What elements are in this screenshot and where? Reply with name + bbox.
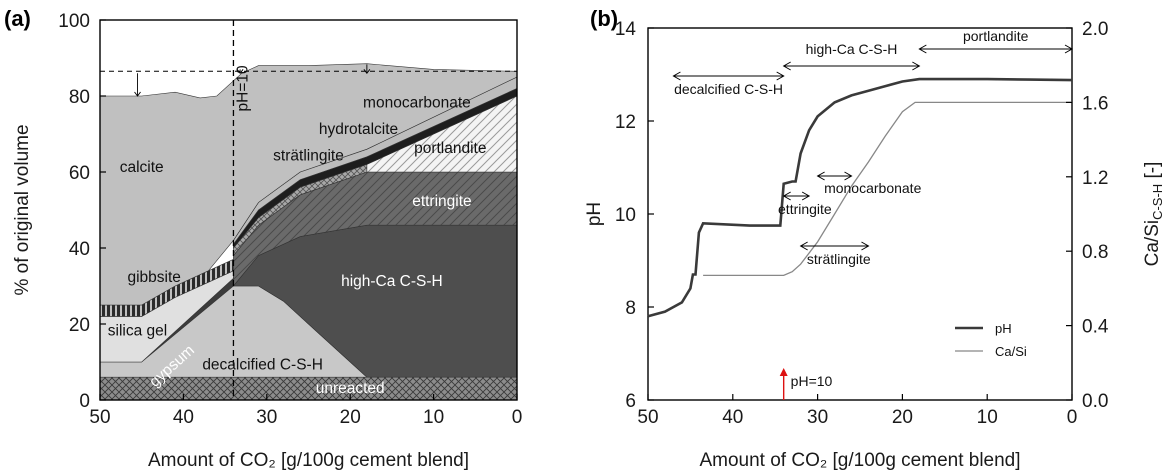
y-tick-label: 0 (79, 391, 90, 412)
area-label-calcite: calcite (120, 159, 164, 176)
y-tick-label: 6 (625, 391, 636, 412)
x-tick-label: 10 (977, 407, 998, 428)
annotation-ettringite-label: ettringite (778, 201, 832, 217)
x-tick-label: 30 (256, 407, 277, 428)
panel-a-overlays (100, 20, 517, 400)
panel-b-series-lines (647, 77, 1073, 318)
x-tick-label: 40 (722, 407, 743, 428)
y2-tick-label: 2.0 (1082, 19, 1108, 40)
y-tick-label: 80 (69, 87, 90, 108)
y-tick-label: 100 (58, 11, 90, 32)
x-tick-label: 50 (89, 407, 110, 428)
area-label-str-tlingite: strätlingite (273, 148, 344, 165)
area-label-silica-gel: silica gel (108, 322, 167, 339)
annotation-monocarbonate-arrowhead-left (816, 171, 825, 181)
panel-a-area-layers (99, 63, 518, 401)
y2-tick-label: 1.6 (1082, 93, 1108, 114)
series-line-ca-si (703, 101, 1072, 277)
y-tick-label: 14 (615, 19, 637, 40)
legend-label-ca-si: Ca/Si (995, 344, 1027, 359)
annotation-monocarbonate-arrowhead-right (844, 171, 853, 181)
panel-b-y2-label-main: Ca/Si (1142, 220, 1163, 266)
x-tick-label: 30 (807, 407, 828, 428)
annotation-portlandite-label: portlandite (963, 28, 1029, 44)
annotation-high-ca-c-s-h-arrowhead-right (912, 61, 921, 71)
legend-label-ph: pH (995, 321, 1012, 336)
area-label-portlandite: portlandite (414, 140, 486, 157)
x-tick-label: 0 (1067, 407, 1078, 428)
y-tick-label: 60 (69, 163, 90, 184)
y2-tick-label: 0.8 (1082, 242, 1108, 263)
area-label-gibbsite: gibbsite (127, 269, 180, 286)
panel-b-y2-ticks: 0.0 0.4 0.8 1.2 1.6 2.0 (1066, 19, 1109, 412)
annotation-decalcified-c-s-h-arrowhead-left (672, 71, 681, 81)
ph10-marker-arrowhead (779, 368, 788, 376)
x-tick-label: 20 (892, 407, 913, 428)
annotation-str-tlingite-label: strätlingite (807, 251, 871, 267)
shrinkage-arrowhead (363, 69, 371, 75)
x-tick-label: 40 (173, 407, 194, 428)
panel-b-legend: pH Ca/Si (955, 321, 1027, 359)
layer-calcite (99, 63, 518, 306)
y-tick-label: 20 (69, 315, 90, 336)
y-tick-label: 10 (615, 205, 636, 226)
area-label-hydrotalcite: hydrotalcite (319, 121, 398, 138)
annotation-monocarbonate-label: monocarbonate (824, 180, 922, 196)
annotation-portlandite-arrowhead-left (918, 44, 927, 54)
panel-b-chart: decalcified C-S-H high-Ca C-S-H portlandit… (584, 6, 1165, 471)
x-tick-label: 20 (340, 407, 361, 428)
panel-b-annotations: decalcified C-S-H high-Ca C-S-H portlandit… (672, 28, 1074, 400)
y2-tick-label: 1.2 (1082, 168, 1108, 189)
panel-b-x-axis-label: Amount of CO₂ [g/100g cement blend] (699, 450, 1020, 471)
ph10-line-label: pH=10 (234, 65, 251, 111)
panel-b-x-ticks: 50 40 30 20 10 0 (637, 394, 1077, 428)
y2-tick-label: 0.4 (1082, 317, 1109, 338)
panel-b-y2-label-subscript: C-S-H (1150, 184, 1165, 220)
y-tick-label: 40 (69, 239, 90, 260)
panel-a-y-ticks: 0 20 40 60 80 100 (58, 11, 106, 412)
annotation-ettringite-arrowhead-right (801, 191, 811, 201)
panel-a-y-axis-label: % of original volume (12, 124, 33, 295)
panel-b-label: (b) (590, 6, 618, 31)
y2-tick-label: 0.0 (1082, 391, 1108, 412)
annotation-high-ca-c-s-h-arrowhead-left (782, 61, 791, 71)
area-label-decalcified-c-s-h: decalcified C-S-H (202, 357, 323, 374)
area-label-high-ca-c-s-h: high-Ca C-S-H (341, 273, 443, 290)
annotation-high-ca-c-s-h-label: high-Ca C-S-H (806, 41, 898, 57)
annotation-portlandite-arrowhead-right (1064, 44, 1074, 54)
ph10-marker-label: pH=10 (791, 373, 833, 389)
y-tick-label: 12 (615, 112, 636, 133)
annotation-decalcified-c-s-h-label: decalcified C-S-H (674, 81, 783, 97)
y-tick-label: 8 (625, 298, 636, 319)
x-tick-label: 0 (512, 407, 523, 428)
annotation-decalcified-c-s-h-arrowhead-right (776, 71, 785, 81)
annotation-str-tlingite-arrowhead-left (799, 241, 808, 251)
x-tick-label: 10 (423, 407, 444, 428)
area-label-monocarbonate: monocarbonate (363, 94, 471, 111)
panel-a-label: (a) (4, 6, 31, 31)
panel-a-plot-frame (99, 19, 518, 401)
area-label-ettringite: ettringite (412, 193, 471, 210)
series-line-ph (647, 77, 1073, 318)
shrinkage-arrowhead (236, 69, 244, 75)
panel-a-x-axis-label: Amount of CO₂ [g/100g cement blend] (148, 450, 469, 471)
area-label-unreacted: unreacted (316, 380, 385, 397)
panel-b-y2-axis-label: Ca/SiC-S-H [-] (1142, 162, 1165, 267)
panel-b-y-axis-label: pH (584, 202, 605, 226)
shrinkage-arrowhead (134, 91, 141, 97)
x-tick-label: 50 (637, 407, 658, 428)
annotation-ettringite-arrowhead-left (782, 191, 791, 201)
panel-b-y2-label-suffix: [-] (1142, 162, 1163, 184)
panel-a-x-ticks: 50 40 30 20 10 0 (89, 394, 522, 428)
panel-b-y-ticks: 6 8 10 12 14 (615, 19, 654, 412)
annotation-str-tlingite-arrowhead-right (861, 241, 870, 251)
